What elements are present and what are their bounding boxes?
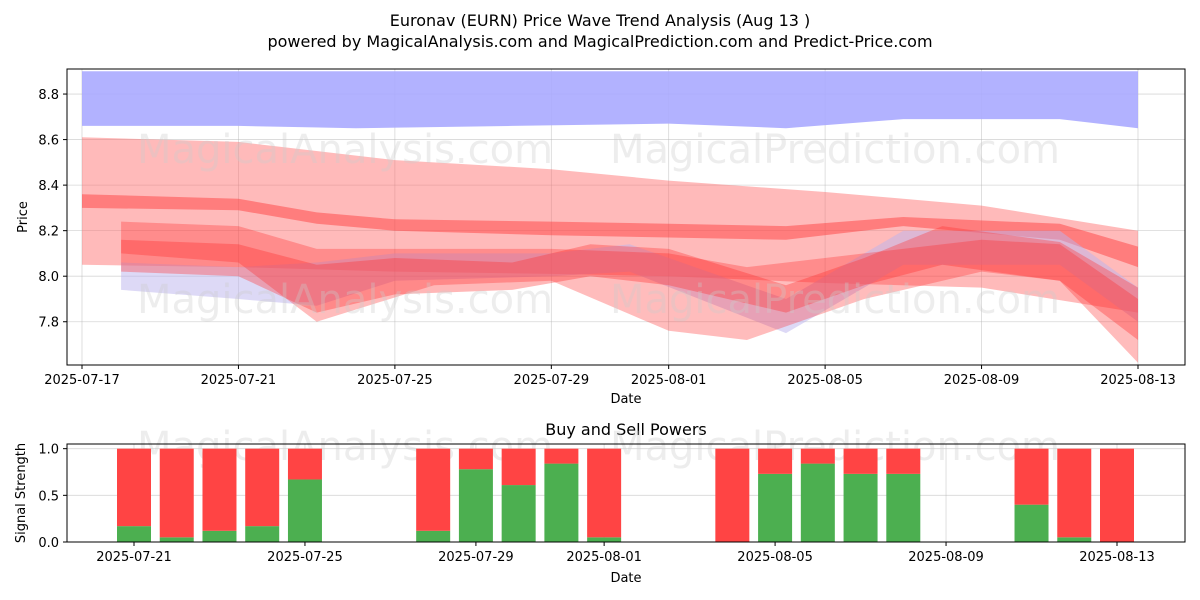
- buy-bar: [758, 473, 793, 542]
- watermark-prediction-3: MagicalPrediction.com: [610, 424, 1060, 470]
- price-x-tick-label: 2025-08-01: [631, 373, 707, 388]
- signal-y-tick-label: 0.5: [38, 489, 59, 504]
- sell-bar: [287, 448, 322, 480]
- price-x-tick-label: 2025-07-29: [514, 373, 590, 388]
- buy-bar: [501, 485, 536, 542]
- price-bands: [82, 71, 1139, 363]
- price-band-lavender: [121, 230, 1139, 334]
- signal-bars: [117, 448, 1134, 542]
- price-x-label: Date: [610, 392, 641, 407]
- signal-plot-frame: [66, 443, 1186, 543]
- sell-bar: [416, 448, 451, 531]
- buy-bar: [287, 479, 322, 542]
- buy-bar: [587, 537, 622, 542]
- price-band-wave2: [121, 221, 1139, 363]
- price-x-tick-label: 2025-07-17: [44, 373, 120, 388]
- buy-bar: [245, 526, 280, 542]
- price-band-layer: [82, 71, 1139, 363]
- buy-bar: [458, 469, 493, 542]
- sell-bar: [587, 448, 622, 538]
- price-x-tick-label: 2025-08-13: [1100, 373, 1176, 388]
- price-x-tick-label: 2025-08-09: [944, 373, 1020, 388]
- price-band-mid: [82, 194, 1138, 268]
- buy-bar: [416, 530, 451, 542]
- signal-plot: Buy and Sell Powers MagicalAnalysis.com …: [14, 420, 1186, 586]
- signal-x-tick-label: 2025-08-13: [1079, 550, 1155, 565]
- buy-bar: [886, 473, 921, 542]
- watermark-analysis-2: MagicalAnalysis.com: [137, 277, 553, 323]
- price-y-tick-label: 8.8: [38, 88, 59, 103]
- sell-bar: [715, 448, 750, 542]
- buy-bar: [117, 526, 151, 542]
- price-y-tick-label: 8.6: [38, 134, 59, 149]
- sell-bar: [501, 448, 536, 486]
- price-y-label: Price: [16, 201, 31, 233]
- sell-bar: [1100, 448, 1134, 542]
- price-watermarks: MagicalAnalysis.com MagicalPrediction.co…: [137, 127, 1060, 323]
- chart-title: Euronav (EURN) Price Wave Trend Analysis…: [390, 11, 811, 30]
- price-x-tick-label: 2025-07-21: [201, 373, 277, 388]
- sell-bar: [1057, 448, 1092, 538]
- signal-title: Buy and Sell Powers: [545, 420, 707, 439]
- sell-bar: [544, 448, 579, 464]
- sell-bar: [117, 448, 151, 527]
- sell-bar: [758, 448, 793, 474]
- buy-bar: [1014, 504, 1049, 542]
- price-y-tick-label: 8.2: [38, 225, 59, 240]
- buy-bar: [544, 463, 579, 542]
- chart-subtitle: powered by MagicalAnalysis.com and Magic…: [267, 32, 932, 51]
- price-y-tick-label: 8.0: [38, 270, 59, 285]
- price-plot-frame: [66, 68, 1186, 366]
- price-band-wave1: [121, 226, 1139, 340]
- price-x-tick-label: 2025-07-25: [357, 373, 433, 388]
- sell-bar: [202, 448, 237, 531]
- signal-x-tick-label: 2025-08-09: [908, 550, 984, 565]
- price-y-tick-label: 7.8: [38, 316, 59, 331]
- price-y-tick-label: 8.4: [38, 179, 59, 194]
- sell-bar: [800, 448, 835, 464]
- signal-x-tick-label: 2025-07-21: [96, 550, 172, 565]
- sell-bar: [458, 448, 493, 470]
- buy-bar: [1057, 537, 1092, 542]
- sell-bar: [886, 448, 921, 474]
- price-band-upper: [82, 71, 1138, 129]
- signal-x-ticks: 2025-07-21 2025-07-25 2025-07-29 2025-08-01…: [96, 542, 1155, 565]
- price-plot: MagicalAnalysis.com MagicalPrediction.co…: [16, 68, 1186, 407]
- watermark-prediction-2: MagicalPrediction.com: [610, 277, 1060, 323]
- signal-x-tick-label: 2025-07-25: [267, 550, 343, 565]
- watermark-analysis: MagicalAnalysis.com: [137, 127, 553, 173]
- price-x-ticks: 2025-07-17 2025-07-21 2025-07-25 2025-07-29…: [44, 365, 1176, 388]
- signal-y-tick-label: 1.0: [38, 443, 59, 458]
- buy-bar: [843, 473, 878, 542]
- signal-x-tick-label: 2025-08-05: [737, 550, 813, 565]
- price-x-tick-label: 2025-08-05: [787, 373, 863, 388]
- signal-x-label: Date: [610, 571, 641, 586]
- signal-y-ticks: 0.0 0.5 1.0: [38, 443, 67, 551]
- sell-bar: [1014, 448, 1049, 505]
- sell-bar: [843, 448, 878, 474]
- signal-x-tick-label: 2025-08-01: [566, 550, 642, 565]
- buy-bar: [800, 463, 835, 542]
- buy-bar: [159, 537, 194, 542]
- signal-y-label: Signal Strength: [14, 443, 29, 543]
- buy-bar: [202, 530, 237, 542]
- signal-y-tick-label: 0.0: [38, 536, 59, 551]
- sell-bar: [245, 448, 280, 527]
- sell-bar: [159, 448, 194, 538]
- watermark-prediction: MagicalPrediction.com: [610, 127, 1060, 173]
- price-y-ticks: 7.8 8.0 8.2 8.4 8.6 8.8: [38, 88, 67, 331]
- signal-x-tick-label: 2025-07-29: [438, 550, 514, 565]
